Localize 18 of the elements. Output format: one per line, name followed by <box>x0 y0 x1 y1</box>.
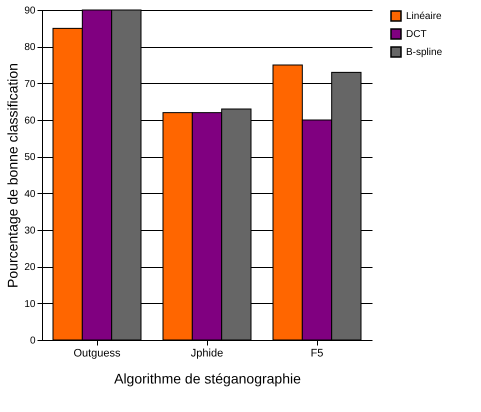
y-tick-label: 70 <box>24 78 36 90</box>
y-tick-label: 80 <box>24 42 36 54</box>
y-tick-label: 30 <box>24 226 36 236</box>
x-tick-label: Outguess <box>73 348 122 360</box>
y-tick-label: 10 <box>24 298 36 310</box>
y-tick-label: 60 <box>24 116 36 126</box>
x-axis-title: Algorithme de stéganographie <box>114 370 302 386</box>
legend-label: Linéaire <box>406 11 442 22</box>
y-tick-label: 50 <box>24 152 36 164</box>
y-tick-label: 0 <box>30 336 36 346</box>
x-tick-label: Jphide <box>190 348 224 360</box>
y-tick-label: 20 <box>24 262 36 274</box>
y-axis-title: Pourcentage de bonne classification <box>4 63 20 288</box>
x-tick-label: F5 <box>310 348 324 360</box>
y-tick-label: 40 <box>24 188 36 200</box>
legend-label: B-spline <box>406 47 443 58</box>
legend-label: DCT <box>406 29 427 40</box>
y-tick-label: 90 <box>24 6 36 16</box>
